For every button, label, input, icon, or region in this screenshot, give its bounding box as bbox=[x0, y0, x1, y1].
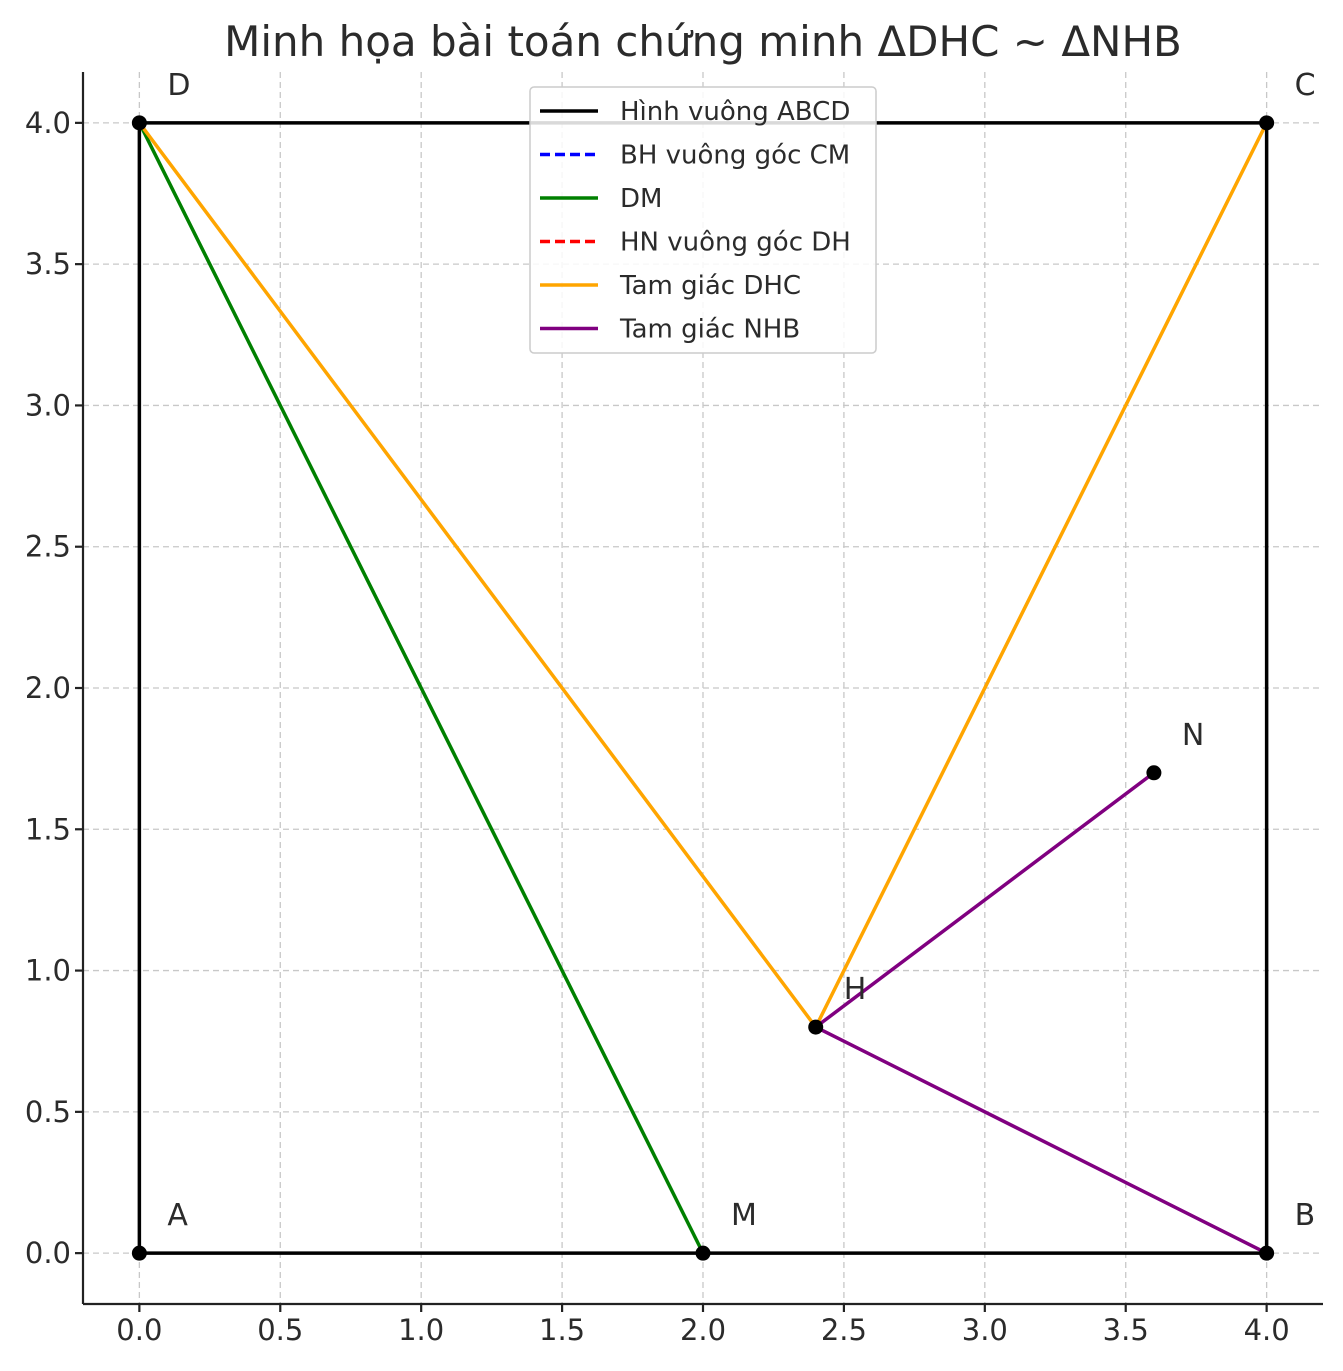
y-tick-label: 3.0 bbox=[25, 388, 71, 422]
point-label-a: A bbox=[167, 1198, 188, 1233]
y-tick-label: 4.0 bbox=[25, 106, 71, 140]
axes: 0.0 0.5 1.0 1.5 2.0 2.5 3.0 3.5 4.0 0.0 0.5 1.0 1.5 2… bbox=[25, 72, 1323, 1347]
y-tick-label: 2.0 bbox=[25, 671, 71, 705]
point-marker-d bbox=[131, 115, 147, 131]
point-label-b: B bbox=[1295, 1198, 1316, 1233]
legend-label-1: BH vuông góc CM bbox=[620, 141, 850, 171]
legend-label-2: DM bbox=[620, 184, 662, 214]
legend-box bbox=[529, 86, 877, 354]
x-tick-label: 1.5 bbox=[539, 1313, 585, 1347]
x-tick-label: 1.0 bbox=[398, 1313, 444, 1347]
series-line-2 bbox=[137, 122, 705, 1254]
x-tick-label: 2.5 bbox=[821, 1313, 867, 1347]
point-marker-a bbox=[131, 1245, 147, 1261]
y-tick-label: 1.5 bbox=[25, 812, 71, 846]
x-tick-label: 0.5 bbox=[257, 1313, 303, 1347]
point-marker-h bbox=[808, 1019, 824, 1035]
point-marker-m bbox=[695, 1245, 711, 1261]
x-tick-label: 2.0 bbox=[680, 1313, 726, 1347]
point-marker-c bbox=[1259, 115, 1275, 131]
x-tick-label: 4.0 bbox=[1244, 1313, 1290, 1347]
x-tick-label: 3.5 bbox=[1103, 1313, 1149, 1347]
point-label-h: H bbox=[844, 972, 867, 1007]
point-marker-b bbox=[1259, 1245, 1275, 1261]
point-marker-n bbox=[1146, 765, 1162, 781]
series-line-5 bbox=[813, 771, 1268, 1255]
y-tick-label: 2.5 bbox=[25, 530, 71, 564]
y-tick-label: 1.0 bbox=[25, 954, 71, 988]
legend-label-5: Tam giác NHB bbox=[619, 315, 800, 345]
x-tick-label: 3.0 bbox=[962, 1313, 1008, 1347]
y-tick-label: 0.5 bbox=[25, 1095, 71, 1129]
x-tick-label: 0.0 bbox=[116, 1313, 162, 1347]
legend-label-4: Tam giác DHC bbox=[619, 271, 801, 301]
point-label-c: C bbox=[1295, 68, 1316, 103]
point-label-m: M bbox=[731, 1198, 757, 1233]
y-tick-label: 3.5 bbox=[25, 247, 71, 281]
y-tick-label: 0.0 bbox=[25, 1236, 71, 1270]
legend-label-3: HN vuông góc DH bbox=[620, 228, 851, 258]
point-label-n: N bbox=[1182, 718, 1204, 753]
point-label-d: D bbox=[167, 68, 190, 103]
legend: Hình vuông ABCD BH vuông góc CM DM HN vuông… bbox=[529, 86, 877, 354]
chart-title: Minh họa bài toán chứng minh ΔDHC ~ ΔNHB bbox=[224, 17, 1182, 66]
legend-label-0: Hình vuông ABCD bbox=[620, 97, 850, 127]
